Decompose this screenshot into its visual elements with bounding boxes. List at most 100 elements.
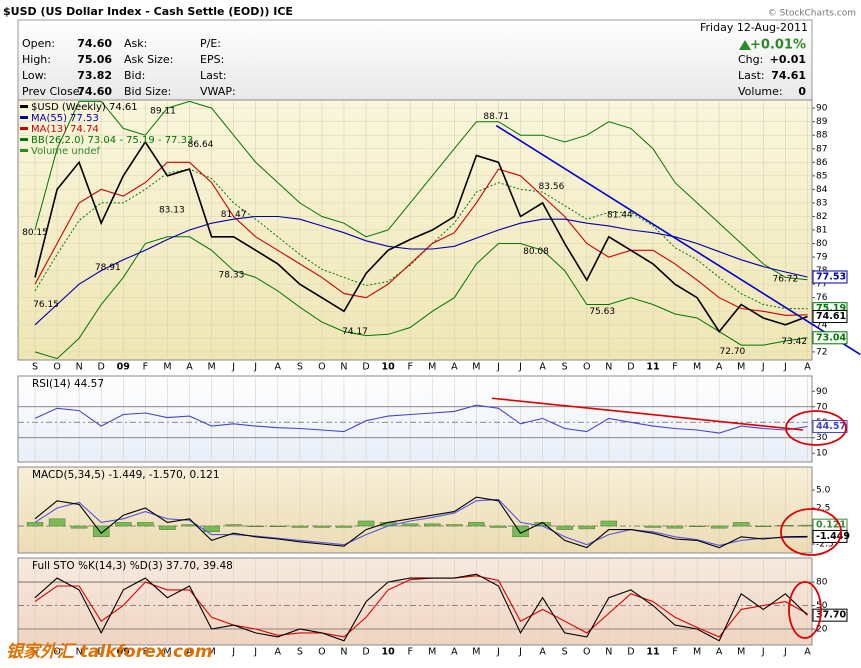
legend-entry: BB(26,2.0) 73.04 - 75.19 - 77.33 [31,135,193,146]
x-tick-label: J [231,647,235,658]
x-tick-label: A [804,647,811,658]
x-tick-label: O [53,647,60,658]
x-tick-label: M [163,647,171,658]
x-tick-label: M [163,362,171,373]
histogram-bar [490,525,507,528]
histogram-bar [755,525,772,527]
y-tick-label: -2.5 [816,540,834,550]
panel-bg [17,375,813,463]
title: $USD (US Dollar Index - Cash Settle (EOD… [3,5,293,18]
x-tick-label: A [275,647,282,658]
panel: 9070503010RSI(14) 44.57 [17,375,828,463]
legend-swatch [20,138,28,141]
x-tick-label: A [186,362,193,373]
histogram-bar [115,522,132,527]
legend-entry: MA(13) 74.74 [31,124,99,135]
y-tick-label: 70 [816,402,828,412]
x-tick-label: A [275,362,282,373]
field-label: Bid Size: [124,85,171,98]
histogram-bar [556,525,573,530]
field-value: 74.60 [77,85,112,98]
histogram-bar [269,525,287,527]
trendline [495,124,861,356]
value-label: -1.449 [816,531,850,542]
annotation: 80.15 [22,228,48,238]
info-box [17,19,813,101]
x-tick-label: 10 [382,647,396,658]
field-label: Volume: [738,85,783,98]
x-tick-label: A [451,647,458,658]
y-tick-label: 77 [816,280,827,290]
x-tick-label: F [407,362,412,373]
y-tick-label: 20 [816,625,828,635]
field-label: Open: [22,37,55,50]
annotation: 86.64 [188,140,214,150]
y-tick-label: 80 [816,578,828,588]
y-tick-label: 84 [816,185,828,195]
x-tick-label: 11 [646,647,659,658]
x-tick-label: F [143,362,148,373]
x-tick-label: J [496,362,500,373]
y-tick-label: 10 [816,449,828,459]
annotation: 78.33 [219,271,245,281]
panel: 7273747576777879808182838485868788899080… [17,99,828,361]
panel-bg [17,466,813,554]
x-tick-label: D [627,362,634,373]
histogram-bar [291,525,309,528]
x-tick-label: O [583,647,590,658]
x-tick-label: M [428,647,436,658]
histogram-bar [578,525,595,530]
field-label: Ask: [124,37,147,50]
y-tick-label: 85 [816,171,827,181]
y-tick-label: 87 [816,144,827,154]
series-line [34,215,808,326]
panel: 80 50 20 Full STO %K(14,3) %D(3) 37.70, 39.… [17,557,828,646]
y-tick-label: 86 [816,158,828,168]
y-tick-label: 30 [816,433,828,443]
legend-entry: Volume undef [31,146,101,157]
value-box [812,270,848,284]
x-tick-label: D [98,647,105,658]
x-tick-label: D [362,362,369,373]
annotation: 89.11 [150,107,176,117]
annotation: 80.08 [523,247,549,257]
x-tick-label: O [583,362,590,373]
field-value: +0.01 [770,53,806,66]
panel-title: RSI(14) 44.57 [32,378,104,390]
value-label: 44.57 [816,421,846,432]
y-tick-label: 83 [816,198,827,208]
value-label: 74.61 [816,311,846,322]
annotation: 78.91 [95,263,121,273]
annotation: 76.72 [772,274,798,284]
watermark: 银家外汇 talkforex.com [6,642,213,662]
histogram-bar [48,518,66,527]
histogram-bar [357,520,375,527]
change-pct: +0.01% [750,38,806,53]
x-tick-label: N [76,362,83,373]
histogram-bar [600,520,618,527]
x-tick-label: J [761,362,765,373]
x-tick-label: A [186,647,193,658]
x-tick-label: S [297,362,303,373]
x-tick-label: J [783,362,787,373]
x-tick-label: M [207,647,215,658]
annotation: 72.70 [720,347,746,357]
x-tick-label: 09 [117,647,130,658]
histogram-bar [313,525,331,528]
field-label: Last: [738,69,765,82]
field-label: EPS: [200,53,224,66]
field-label: Ask Size: [124,53,173,66]
series-line [34,496,808,549]
histogram-bar [247,525,264,527]
x-tick-label: M [472,362,480,373]
field-value: 75.06 [77,53,112,66]
field-label: VWAP: [200,85,236,98]
x-tick-label: M [472,647,480,658]
x-tick-label: 10 [382,362,396,373]
value-label: 75.19 [816,303,846,314]
band-upper [34,100,808,281]
annotation: 83.13 [159,206,185,216]
x-tick-label: N [605,362,612,373]
x-tick-label: A [539,362,546,373]
histogram-bar [688,525,706,527]
